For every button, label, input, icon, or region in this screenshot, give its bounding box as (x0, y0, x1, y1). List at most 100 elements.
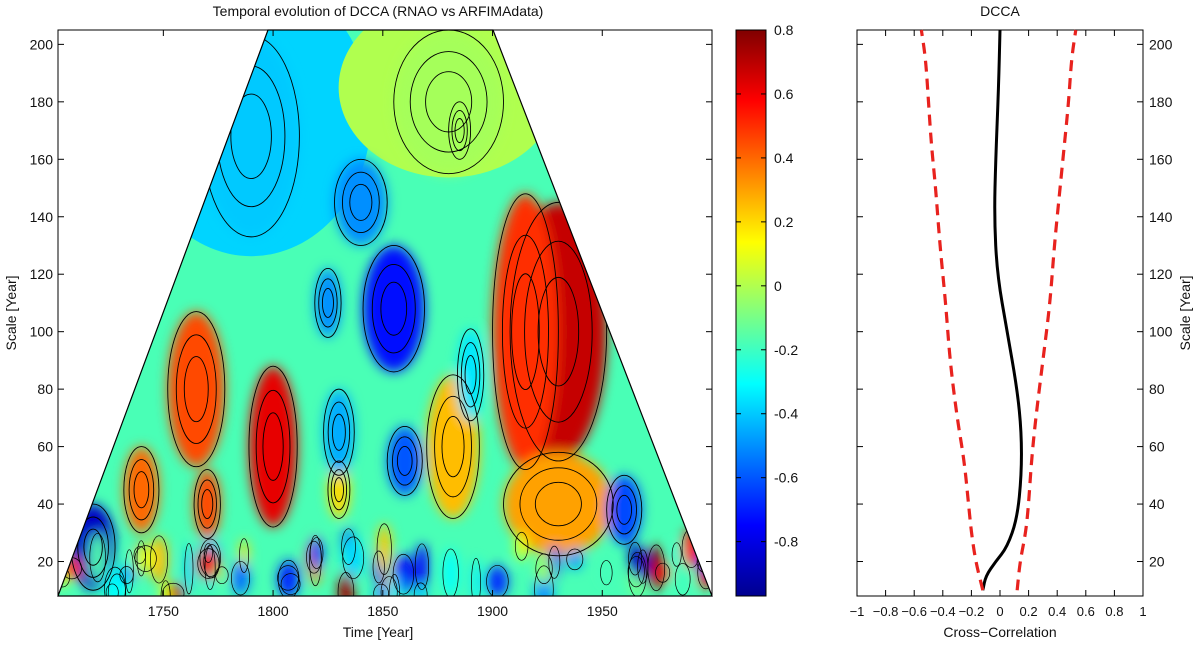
heatmap-contour (362, 245, 425, 373)
heatmap-contour (349, 183, 373, 221)
heatmap-contour (197, 479, 217, 529)
heatmap-contour (239, 538, 249, 573)
dcca-y-tick-label: 140 (1149, 209, 1173, 225)
heatmap-contour (372, 550, 385, 584)
heatmap-y-tick-label: 40 (37, 496, 53, 512)
heatmap-contour (535, 553, 553, 584)
dcca-x-tick-label: −1 (850, 604, 865, 619)
dcca-x-tick-label: 0.8 (1105, 604, 1123, 619)
heatmap-contour (534, 565, 554, 596)
heatmap-contour (150, 535, 168, 584)
heatmap-small-scale-cell (150, 535, 168, 584)
heatmap-contour (627, 556, 645, 588)
dcca-lower-significance-line (919, 29, 985, 591)
heatmap-contour (392, 436, 418, 486)
heatmap-contour (628, 541, 643, 576)
heatmap-small-scale-cell (675, 563, 691, 596)
heatmap-contour (519, 467, 598, 541)
heatmap-contour (342, 536, 365, 580)
heatmap-contour (167, 311, 226, 468)
heatmap-y-tick-label: 160 (30, 151, 54, 167)
heatmap-contour (376, 523, 392, 575)
heatmap-contour (89, 533, 106, 583)
heatmap-contour (371, 263, 416, 354)
heatmap-contour (136, 540, 146, 577)
heatmap-contour (637, 549, 649, 584)
heatmap-contour (534, 481, 582, 527)
colorbar-gradient (735, 29, 767, 597)
heatmap-small-scale-cell (338, 572, 354, 596)
heatmap-contour (448, 101, 472, 160)
heatmap-contour (255, 389, 291, 504)
dcca-x-tick-label: −0.6 (901, 604, 927, 619)
heatmap-contour (655, 562, 671, 583)
heatmap-contour (306, 540, 322, 574)
heatmap-contour (616, 494, 633, 525)
heatmap-y-tick-label: 60 (37, 439, 53, 455)
heatmap-contour (514, 531, 529, 561)
heatmap-small-scale-cell (442, 548, 459, 596)
colorbar-tick-label: -0.2 (774, 342, 798, 358)
heatmap-contour (193, 469, 221, 539)
dcca-y-tick-label: 120 (1149, 266, 1173, 282)
heatmap-contour (464, 355, 477, 395)
heatmap-contour (486, 565, 509, 596)
heatmap-y-tick-label: 80 (37, 381, 53, 397)
heatmap-y-tick-label: 180 (30, 94, 54, 110)
heatmap-contour (134, 545, 157, 572)
heatmap-chart: Temporal evolution of DCCA (RNAO vs ARFI… (3, 3, 713, 640)
heatmap-small-scale-cell (231, 561, 250, 596)
colorbar-tick-label: 0 (774, 278, 782, 294)
heatmap-y-tick-label: 20 (37, 554, 53, 570)
heatmap-contour (277, 559, 300, 596)
heatmap-contour (105, 583, 119, 596)
heatmap-x-axis-label: Time [Year] (343, 624, 414, 640)
heatmap-contour (396, 446, 413, 476)
colorbar-tick-label: 0.4 (774, 150, 794, 166)
heatmap-contour (334, 158, 388, 246)
heatmap-x-tick-label: 1850 (367, 603, 398, 619)
dcca-correlation-line (981, 29, 1023, 591)
heatmap-small-scale-cell (535, 553, 553, 584)
heatmap-contour (184, 543, 194, 595)
heatmap-small-scale-cell (672, 542, 682, 567)
colorbar-tick-label: -0.4 (774, 406, 798, 422)
dcca-x-tick-label: 1 (1139, 604, 1146, 619)
heatmap-contour (600, 560, 613, 586)
heatmap-contour (386, 426, 423, 496)
heatmap-x-tick-label: 1900 (477, 603, 508, 619)
heatmap-contour (511, 273, 540, 391)
heatmap-contour (409, 51, 488, 153)
heatmap-contour (124, 549, 134, 594)
heatmap-small-scale-cell (377, 523, 392, 575)
dcca-x-tick-label: −0.2 (959, 604, 985, 619)
heatmap-contour (327, 401, 351, 463)
heatmap-contour (341, 171, 380, 234)
heatmap-contour (230, 93, 272, 179)
dcca-x-tick-label: −0.4 (930, 604, 956, 619)
heatmap-contour (314, 268, 342, 338)
heatmap-contour (321, 288, 334, 318)
heatmap-y-tick-label: 140 (30, 209, 54, 225)
heatmap-contour (380, 281, 408, 336)
heatmap-contour (460, 342, 481, 408)
heatmap-contour (309, 537, 324, 569)
heatmap-y-tick-label: 200 (30, 36, 54, 52)
heatmap-contour (373, 583, 389, 596)
heatmap-contour (230, 560, 250, 596)
dcca-y-axis-label: Scale [Year] (1177, 276, 1193, 351)
dcca-x-tick-label: 0.6 (1077, 604, 1095, 619)
dcca-y-tick-label: 200 (1149, 36, 1173, 52)
heatmap-small-scale-cell (471, 558, 481, 596)
heatmap-small-scale-cell (600, 560, 613, 585)
heatmap-contour (203, 543, 213, 563)
heatmap-contour (524, 240, 593, 423)
colorbar: 0.8 0.6 0.4 0.2 0 -0.2 -0.4 -0.6 -0.8 (735, 22, 798, 597)
dcca-x-axis-label: Cross−Correlation (943, 624, 1056, 640)
heatmap-small-scale-cell (89, 533, 106, 582)
heatmap-small-scale-cell (342, 536, 364, 579)
heatmap-contour (503, 451, 614, 557)
colorbar-tick-label: -0.6 (774, 470, 798, 486)
heatmap-contour (606, 474, 643, 545)
